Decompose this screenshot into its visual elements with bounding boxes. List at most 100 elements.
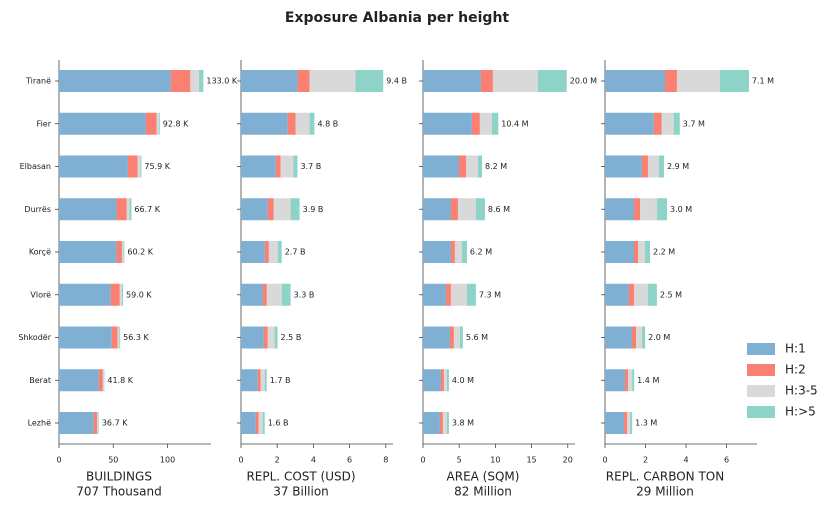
bar-segment bbox=[640, 198, 657, 220]
bar-segment bbox=[97, 412, 98, 434]
bar-segment bbox=[450, 327, 454, 349]
bar-segment bbox=[355, 70, 383, 92]
legend-label: H:3-5 bbox=[785, 384, 818, 398]
total-label: 2.0 M bbox=[648, 333, 670, 342]
bar-segment bbox=[636, 327, 642, 349]
bar-segment bbox=[467, 284, 476, 306]
total-label: 3.0 M bbox=[670, 205, 692, 214]
bar-segment bbox=[263, 284, 267, 306]
total-label: 6.2 M bbox=[470, 248, 492, 257]
bar-segment bbox=[269, 241, 278, 263]
bar-segment bbox=[99, 369, 103, 391]
total-label: 4.8 B bbox=[317, 119, 338, 128]
bar-segment bbox=[478, 156, 482, 178]
bar-segment bbox=[119, 327, 120, 349]
bar-segment bbox=[451, 241, 455, 263]
bar-segment bbox=[493, 70, 538, 92]
bar-segment bbox=[298, 70, 310, 92]
total-label: 56.3 K bbox=[123, 333, 149, 342]
x-axis-total: 707 Thousand bbox=[76, 485, 161, 499]
legend-label: H:1 bbox=[785, 342, 806, 356]
total-label: 8.2 M bbox=[485, 162, 507, 171]
y-tick-label: Fier bbox=[37, 119, 52, 128]
legend-swatch bbox=[747, 406, 775, 418]
bar-segment bbox=[130, 198, 132, 220]
bar-segment bbox=[256, 412, 259, 434]
bar-segment bbox=[276, 156, 281, 178]
bar-segment bbox=[476, 198, 485, 220]
bar-segment bbox=[446, 284, 451, 306]
total-label: 1.7 B bbox=[270, 376, 291, 385]
bar-segment bbox=[120, 284, 122, 306]
x-tick-label: 0 bbox=[56, 456, 61, 465]
x-tick-label: 0 bbox=[238, 456, 243, 465]
y-tick-label: Durrës bbox=[24, 205, 51, 214]
bar-segment bbox=[127, 198, 130, 220]
bar-segment bbox=[241, 284, 263, 306]
x-axis-total: 37 Billion bbox=[273, 485, 329, 499]
bar-segment bbox=[628, 369, 632, 391]
total-label: 66.7 K bbox=[134, 205, 160, 214]
bar-segment bbox=[423, 369, 441, 391]
bar-segment bbox=[264, 327, 268, 349]
x-tick-label: 2 bbox=[643, 456, 648, 465]
bar-segment bbox=[423, 70, 481, 92]
total-label: 3.7 M bbox=[683, 119, 705, 128]
bar-segment bbox=[259, 412, 263, 434]
total-label: 1.6 B bbox=[268, 419, 289, 428]
total-label: 3.7 B bbox=[300, 162, 321, 171]
bar-segment bbox=[720, 70, 749, 92]
bar-segment bbox=[665, 70, 677, 92]
bar-segment bbox=[59, 412, 94, 434]
bar-segment bbox=[265, 241, 269, 263]
bar-segment bbox=[241, 327, 264, 349]
bar-segment bbox=[605, 241, 634, 263]
bar-segment bbox=[605, 198, 634, 220]
bar-segment bbox=[265, 369, 267, 391]
bar-segment bbox=[112, 327, 118, 349]
total-label: 2.5 B bbox=[281, 333, 302, 342]
total-label: 10.4 M bbox=[501, 119, 528, 128]
bar-segment bbox=[472, 113, 480, 135]
bar-segment bbox=[103, 369, 104, 391]
bar-segment bbox=[118, 327, 120, 349]
bar-segment bbox=[459, 156, 466, 178]
bar-segment bbox=[630, 412, 632, 434]
bar-segment bbox=[282, 284, 291, 306]
bar-segment bbox=[441, 369, 444, 391]
x-tick-label: 4 bbox=[684, 456, 689, 465]
bar-segment bbox=[629, 284, 634, 306]
bar-segment bbox=[59, 241, 117, 263]
bar-segment bbox=[199, 70, 203, 92]
bar-segment bbox=[625, 369, 628, 391]
bar-segment bbox=[638, 241, 645, 263]
bar-segment bbox=[627, 412, 630, 434]
y-tick-label: Vlorë bbox=[30, 290, 51, 299]
bar-segment bbox=[648, 284, 657, 306]
y-tick-label: Lezhë bbox=[28, 419, 52, 428]
bar-segment bbox=[462, 241, 467, 263]
x-tick-label: 2 bbox=[275, 456, 280, 465]
bar-segment bbox=[59, 327, 112, 349]
x-tick-label: 5 bbox=[457, 456, 462, 465]
bar-segment bbox=[288, 113, 296, 135]
bar-segment bbox=[657, 198, 667, 220]
x-tick-label: 6 bbox=[724, 456, 729, 465]
bar-segment bbox=[171, 70, 191, 92]
bar-segment bbox=[59, 113, 146, 135]
total-label: 2.7 B bbox=[285, 248, 306, 257]
bar-segment bbox=[451, 284, 467, 306]
bar-segment bbox=[117, 198, 127, 220]
bar-segment bbox=[122, 241, 124, 263]
bar-segment bbox=[59, 198, 117, 220]
x-tick-label: 15 bbox=[526, 456, 536, 465]
bar-segment bbox=[451, 198, 458, 220]
y-tick-label: Korçë bbox=[29, 248, 51, 257]
chart-title: Exposure Albania per height bbox=[285, 10, 510, 26]
legend-label: H:>5 bbox=[785, 405, 816, 419]
bar-segment bbox=[480, 113, 492, 135]
x-axis-total: 29 Million bbox=[636, 485, 694, 499]
bar-segment bbox=[258, 369, 261, 391]
bar-segment bbox=[423, 198, 451, 220]
